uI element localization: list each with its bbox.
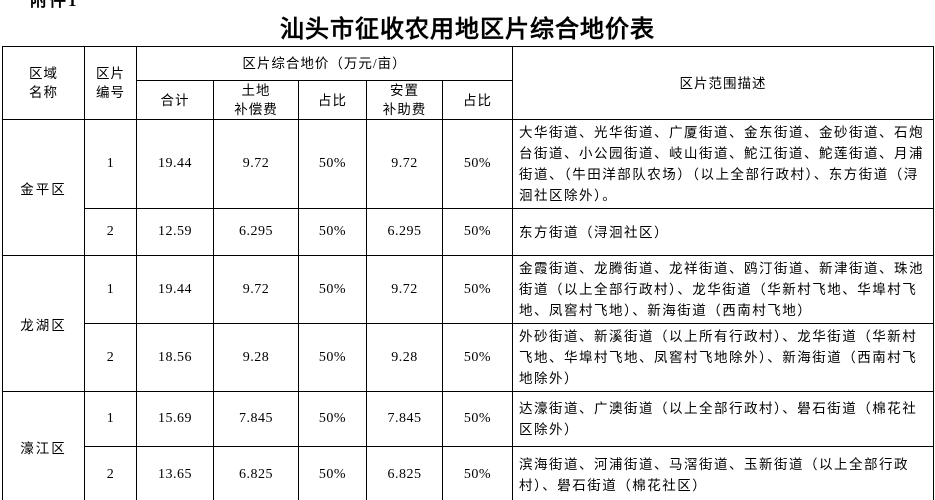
scope-cell: 东方街道（浔洄社区）	[512, 208, 935, 256]
ratio-cell: 50%	[298, 119, 367, 209]
resettlement-cell: 7.845	[366, 391, 443, 447]
total-cell: 15.69	[136, 391, 214, 447]
col-header-land-compensation: 土地 补偿费	[213, 80, 299, 120]
table-row: 金平区 1 19.44 9.72 50% 9.72 50% 大华街道、光华街道、…	[2, 119, 935, 256]
total-cell: 19.44	[136, 255, 214, 324]
ratio-cell: 50%	[441, 446, 514, 500]
table-row: 2 13.65 6.825 50% 6.825 50% 滨海街道、河浦街道、马滘…	[3, 446, 935, 500]
zone-no-cell: 1	[84, 391, 137, 447]
col-header-price-group: 区片综合地价（万元/亩）	[135, 46, 514, 81]
land-compensation-cell: 9.72	[213, 119, 299, 209]
zone-no-cell: 2	[84, 446, 137, 500]
zone-no-cell: 2	[84, 323, 137, 392]
resettlement-cell: 6.295	[366, 208, 443, 256]
ratio-cell: 50%	[441, 255, 514, 324]
col-header-ratio-2: 占比	[441, 80, 514, 120]
ratio-cell: 50%	[441, 119, 514, 209]
col-header-total: 合计	[136, 80, 214, 120]
ratio-cell: 50%	[298, 208, 367, 256]
total-cell: 19.44	[136, 119, 214, 209]
total-cell: 12.59	[136, 208, 214, 256]
ratio-cell: 50%	[441, 208, 514, 256]
region-cell-longhu: 龙湖区	[2, 255, 85, 392]
ratio-cell: 50%	[298, 446, 367, 500]
col-header-region-name: 区域 名称	[2, 46, 85, 120]
table-row: 2 12.59 6.295 50% 6.295 50% 东方街道（浔洄社区）	[3, 208, 935, 256]
land-compensation-cell: 9.72	[213, 255, 299, 324]
land-price-table: 区域 名称 区片 编号 区片综合地价（万元/亩） 区片范围描述 合计 土地 补偿…	[2, 46, 935, 500]
zone-no-cell: 1	[84, 119, 137, 209]
zone-no-cell: 2	[84, 208, 137, 256]
ratio-cell: 50%	[441, 391, 514, 447]
land-compensation-cell: 6.825	[213, 446, 299, 500]
total-cell: 18.56	[136, 323, 214, 392]
table-row: 2 18.56 9.28 50% 9.28 50% 外砂街道、新溪街道（以上所有…	[3, 323, 935, 392]
scope-cell: 外砂街道、新溪街道（以上所有行政村）、龙华街道（华新村飞地、华埠村飞地、凤窖村飞…	[512, 323, 935, 392]
col-header-resettlement-subsidy: 安置 补助费	[366, 80, 443, 120]
col-header-scope-description: 区片范围描述	[512, 46, 935, 120]
scope-cell: 达濠街道、广澳街道（以上全部行政村）、礐石街道（棉花社区除外）	[512, 391, 935, 447]
resettlement-cell: 9.72	[366, 255, 443, 324]
resettlement-cell: 6.825	[366, 446, 443, 500]
attachment-label: 附件1	[30, 0, 79, 10]
resettlement-cell: 9.72	[366, 119, 443, 209]
zone-no-cell: 1	[84, 255, 137, 324]
scope-cell: 金霞街道、龙腾街道、龙祥街道、鸥汀街道、新津街道、珠池街道（以上全部行政村）、龙…	[512, 255, 935, 324]
land-compensation-cell: 9.28	[213, 323, 299, 392]
land-compensation-cell: 6.295	[213, 208, 299, 256]
land-compensation-cell: 7.845	[213, 391, 299, 447]
resettlement-cell: 9.28	[366, 323, 443, 392]
scope-cell: 滨海街道、河浦街道、马滘街道、玉新街道（以上全部行政村）、礐石街道（棉花社区）	[512, 446, 935, 500]
page-title: 汕头市征收农用地区片综合地价表	[280, 17, 655, 43]
table-row: 濠江区 1 15.69 7.845 50% 7.845 50% 达濠街道、广澳街…	[2, 391, 935, 500]
col-header-zone-number: 区片 编号	[84, 46, 137, 120]
ratio-cell: 50%	[298, 323, 367, 392]
region-cell-jinping: 金平区	[2, 119, 85, 256]
region-cell-haojiang: 濠江区	[2, 391, 85, 500]
table-row: 龙湖区 1 19.44 9.72 50% 9.72 50% 金霞街道、龙腾街道、…	[2, 255, 935, 392]
scope-cell: 大华街道、光华街道、广厦街道、金东街道、金砂街道、石炮台街道、小公园街道、岐山街…	[512, 119, 935, 209]
ratio-cell: 50%	[298, 391, 367, 447]
total-cell: 13.65	[136, 446, 214, 500]
col-header-ratio-1: 占比	[298, 80, 367, 120]
ratio-cell: 50%	[441, 323, 514, 392]
ratio-cell: 50%	[298, 255, 367, 324]
